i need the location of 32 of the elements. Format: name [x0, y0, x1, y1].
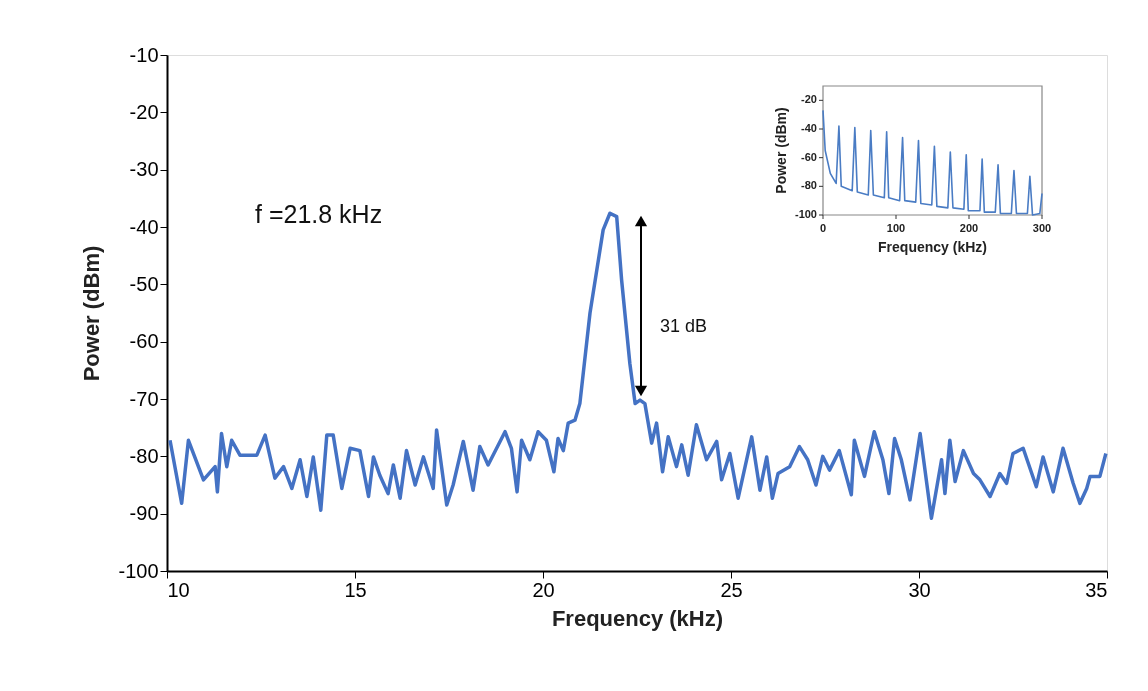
annotation: 31 dB: [660, 316, 708, 336]
y-tick-label: -10: [129, 43, 159, 66]
y-tick-label: -80: [801, 179, 817, 192]
annotation: f =21.8 kHz: [255, 200, 383, 228]
y-tick-label: -90: [129, 502, 159, 525]
x-tick-label: 25: [720, 578, 743, 601]
y-tick-label: -60: [129, 330, 159, 353]
y-tick-label: -40: [129, 215, 159, 238]
y-axis-title: Power (dBm): [79, 245, 105, 382]
x-tick-label: 10: [167, 578, 190, 601]
y-tick-label: -20: [129, 100, 159, 123]
y-tick-label: -100: [118, 559, 159, 582]
y-tick-label: -70: [129, 387, 159, 410]
x-tick-label: 20: [532, 578, 555, 601]
x-tick-label: 0: [819, 222, 827, 234]
x-axis-title: Frequency (kHz): [551, 605, 724, 631]
x-tick-label: 35: [1085, 578, 1108, 601]
x-tick-label: 100: [886, 222, 906, 234]
y-tick-label: -20: [801, 93, 817, 106]
x-axis-title: Frequency (kHz): [878, 239, 987, 255]
y-tick-label: -40: [801, 122, 817, 134]
x-tick-label: 300: [1032, 222, 1052, 234]
x-tick-label: 30: [908, 578, 931, 601]
y-axis-title: Power (dBm): [773, 107, 789, 194]
x-tick-label: 15: [344, 578, 367, 601]
y-tick-label: -60: [801, 150, 817, 163]
y-tick-label: -100: [794, 208, 817, 220]
y-tick-label: -30: [129, 158, 159, 181]
x-tick-label: 200: [959, 222, 979, 234]
y-tick-label: -50: [129, 272, 159, 295]
y-tick-label: -80: [129, 444, 159, 467]
line-series: [822, 109, 1043, 216]
